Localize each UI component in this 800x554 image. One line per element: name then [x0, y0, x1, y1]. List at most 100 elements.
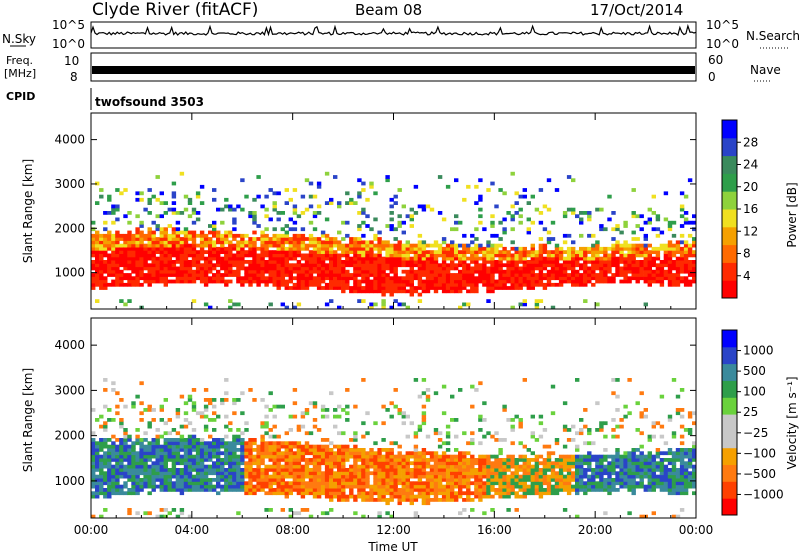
heatmap-cell [107, 237, 112, 241]
heatmap-cell [349, 250, 354, 254]
heatmap-cell [361, 256, 366, 261]
heatmap-cell [538, 279, 544, 284]
heatmap-cell [171, 488, 177, 492]
heatmap-cell [450, 250, 455, 254]
heatmap-cell [171, 273, 177, 277]
heatmap-cell [296, 511, 302, 516]
heatmap-cell [252, 276, 257, 281]
heatmap-cell [687, 414, 693, 419]
heatmap-cell [530, 243, 535, 248]
heatmap-cell [191, 481, 197, 486]
heatmap-cell [639, 464, 644, 469]
heatmap-cell [139, 256, 144, 261]
heatmap-cell [151, 253, 156, 258]
heatmap-cell [470, 404, 475, 409]
heatmap-cell [571, 253, 576, 258]
heatmap-cell [482, 269, 487, 274]
heatmap-cell [413, 448, 419, 452]
heatmap-cell [502, 468, 507, 472]
heatmap-cell [385, 224, 390, 228]
heatmap-cell [159, 230, 164, 235]
heatmap-cell [579, 468, 584, 472]
heatmap-cell [562, 428, 568, 432]
heatmap-cell [232, 478, 237, 482]
heatmap-cell [103, 488, 108, 492]
heatmap-cell [228, 273, 233, 277]
heatmap-cell [361, 468, 366, 472]
heatmap-cell [615, 488, 620, 492]
heatmap-cell [147, 253, 152, 258]
heatmap-cell [272, 491, 277, 496]
heatmap-cell [232, 401, 237, 406]
heatmap-cell [417, 461, 423, 466]
heatmap-cell [663, 468, 669, 472]
heatmap-cell [91, 240, 96, 245]
heatmap-cell [542, 478, 548, 482]
heatmap-cell [256, 451, 261, 456]
heatmap-cell [611, 471, 616, 476]
heatmap-cell [546, 273, 552, 277]
heatmap-cell [212, 418, 217, 422]
heatmap-cell [284, 230, 289, 235]
heatmap-cell [163, 230, 168, 235]
heatmap-cell [220, 243, 225, 248]
heatmap-cell [284, 454, 289, 459]
heatmap-cell [324, 468, 330, 472]
heatmap-cell [147, 256, 152, 261]
heatmap-cell [413, 474, 419, 479]
heatmap-cell [667, 246, 673, 251]
heatmap-cell [421, 411, 427, 416]
heatmap-cell [272, 227, 277, 232]
heatmap-cell [296, 273, 302, 277]
heatmap-cell [240, 411, 245, 416]
heatmap-cell [333, 458, 338, 462]
heatmap-cell [405, 468, 410, 472]
heatmap-cell [167, 484, 172, 489]
heatmap-cell [611, 378, 616, 382]
heatmap-cell [292, 454, 298, 459]
heatmap-cell [623, 474, 628, 479]
heatmap-cell [119, 454, 124, 459]
heatmap-cell [333, 256, 338, 261]
heatmap-cell [534, 260, 540, 264]
heatmap-cell [236, 488, 241, 492]
heatmap-cell [490, 289, 495, 294]
heatmap-cell [619, 468, 624, 472]
heatmap-cell [627, 266, 632, 271]
heatmap-cell [191, 468, 197, 472]
heatmap-cell [607, 253, 612, 258]
heatmap-cell [304, 253, 310, 258]
heatmap-cell [159, 418, 164, 422]
heatmap-cell [304, 484, 310, 489]
heatmap-cell [151, 246, 156, 251]
heatmap-cell [659, 458, 665, 462]
heatmap-cell [458, 253, 463, 258]
heatmap-cell [429, 454, 435, 459]
heatmap-cell [611, 481, 616, 486]
heatmap-cell [139, 224, 144, 228]
heatmap-cell [575, 514, 580, 519]
heatmap-cell [240, 461, 245, 466]
heatmap-cell [268, 243, 273, 248]
heatmap-cell [111, 282, 116, 287]
heatmap-cell [482, 279, 487, 284]
heatmap-cell [147, 421, 152, 426]
heatmap-cell [494, 468, 499, 472]
heatmap-cell [433, 474, 439, 479]
heatmap-cell [280, 269, 285, 274]
heatmap-cell [478, 418, 483, 422]
heatmap-cell [337, 282, 342, 287]
heatmap-cell [502, 464, 507, 469]
heatmap-cell [385, 289, 390, 294]
heatmap-cell [167, 256, 172, 261]
heatmap-cell [433, 256, 439, 261]
heatmap-cell [103, 378, 108, 382]
heatmap-cell [692, 269, 697, 274]
heatmap-cell [474, 468, 479, 472]
heatmap-cell [256, 269, 261, 274]
heatmap-cell [506, 276, 511, 281]
heatmap-cell [619, 454, 624, 459]
heatmap-cell [320, 253, 326, 258]
heatmap-cell [679, 474, 685, 479]
heatmap-cell [631, 269, 636, 274]
